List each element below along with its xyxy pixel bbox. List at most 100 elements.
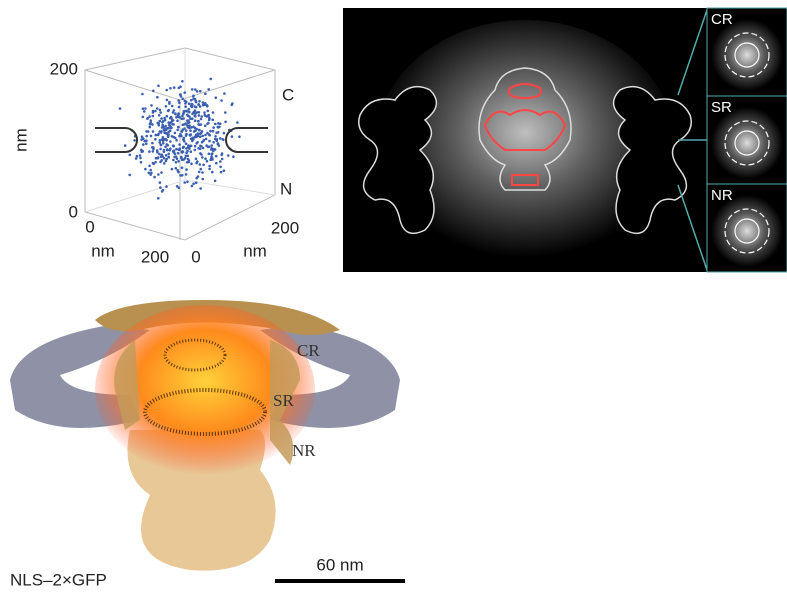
point	[166, 135, 170, 139]
point	[139, 156, 142, 160]
point	[181, 80, 184, 83]
point	[174, 167, 178, 170]
cargo-points	[163, 338, 227, 372]
pore-left	[95, 127, 138, 153]
point	[162, 137, 165, 141]
z-tick: 200	[271, 218, 299, 237]
point	[142, 143, 145, 146]
point	[181, 97, 184, 101]
point	[188, 133, 192, 137]
point	[198, 100, 201, 103]
point	[178, 143, 181, 146]
point	[152, 89, 155, 93]
point	[154, 133, 158, 137]
point	[201, 171, 204, 174]
scatter-points	[118, 77, 241, 200]
point	[180, 117, 184, 121]
inset-contour	[724, 120, 770, 166]
point	[197, 119, 200, 123]
point	[146, 130, 150, 133]
point	[170, 167, 174, 171]
point	[151, 161, 155, 165]
point	[175, 116, 178, 119]
point	[186, 180, 189, 184]
point	[210, 155, 213, 158]
point	[165, 143, 169, 146]
point	[184, 109, 188, 113]
point	[175, 147, 178, 151]
point	[193, 148, 197, 152]
point	[211, 111, 215, 114]
point	[148, 115, 151, 118]
point	[162, 148, 166, 152]
point	[199, 89, 202, 93]
point	[197, 114, 201, 117]
point	[128, 173, 131, 177]
point	[219, 170, 223, 174]
point	[193, 119, 197, 122]
point	[202, 139, 205, 143]
point	[118, 107, 122, 110]
point	[167, 108, 170, 112]
point	[159, 186, 162, 189]
y-label: nm	[11, 128, 30, 152]
point	[189, 137, 193, 141]
point	[199, 117, 203, 121]
point	[149, 168, 152, 172]
point	[191, 103, 194, 106]
inset-label: NR	[711, 187, 733, 204]
point	[212, 149, 215, 153]
point	[177, 186, 181, 189]
point	[212, 126, 215, 129]
point	[218, 122, 222, 125]
point	[181, 174, 184, 177]
point	[198, 163, 202, 166]
point	[214, 154, 218, 158]
point	[213, 148, 217, 151]
point	[187, 121, 190, 124]
z-tick: 0	[191, 247, 200, 266]
point	[169, 87, 172, 90]
point	[200, 115, 203, 118]
point	[179, 93, 182, 96]
point	[167, 121, 170, 124]
contour-red	[508, 83, 542, 100]
point	[201, 134, 204, 138]
point	[193, 105, 196, 108]
point	[151, 123, 154, 126]
point	[162, 141, 165, 145]
point	[158, 130, 162, 133]
point	[211, 118, 214, 121]
point	[152, 146, 155, 149]
point	[167, 130, 170, 134]
point	[177, 105, 181, 109]
point	[192, 182, 195, 185]
point	[182, 136, 186, 140]
ring-label: CR	[297, 341, 320, 360]
point	[172, 135, 175, 139]
point	[170, 116, 173, 120]
point	[156, 121, 159, 125]
point	[166, 126, 170, 130]
contour-center	[478, 67, 572, 191]
y-tick: 200	[50, 59, 78, 78]
point	[208, 133, 211, 137]
point	[171, 123, 174, 126]
ring-label: NR	[292, 441, 316, 460]
point	[177, 125, 180, 129]
point	[162, 156, 166, 160]
contour-left	[358, 85, 438, 235]
point	[186, 149, 189, 153]
point	[194, 134, 198, 138]
point	[188, 124, 191, 127]
point	[161, 121, 164, 124]
point	[176, 169, 179, 172]
point	[209, 129, 212, 133]
point	[199, 123, 203, 126]
point	[192, 125, 195, 129]
point	[191, 112, 194, 116]
point	[149, 121, 152, 124]
point	[204, 137, 208, 141]
point	[219, 160, 222, 163]
